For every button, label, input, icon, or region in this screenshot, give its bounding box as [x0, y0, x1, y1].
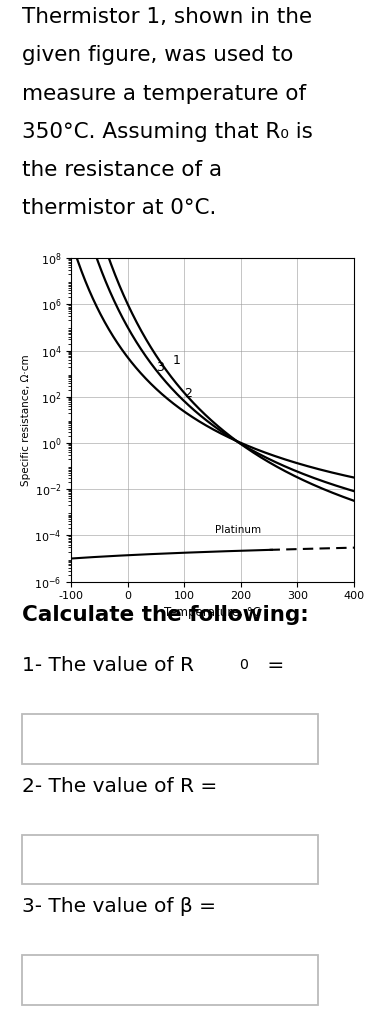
Text: 3- The value of β =: 3- The value of β =: [22, 897, 216, 916]
Text: the resistance of a: the resistance of a: [22, 160, 222, 180]
Y-axis label: Specific resistance, Ω·cm: Specific resistance, Ω·cm: [21, 354, 31, 485]
FancyBboxPatch shape: [22, 955, 318, 1005]
Text: Calculate the following:: Calculate the following:: [22, 604, 309, 625]
Text: 1- The value of R: 1- The value of R: [22, 656, 194, 675]
Text: 2: 2: [184, 387, 192, 399]
Text: thermistor at 0°C.: thermistor at 0°C.: [22, 198, 216, 218]
FancyBboxPatch shape: [22, 835, 318, 884]
Text: Thermistor 1, shown in the: Thermistor 1, shown in the: [22, 7, 312, 28]
Text: 0: 0: [239, 658, 248, 673]
X-axis label: Temperature, °C: Temperature, °C: [164, 605, 261, 618]
Text: given figure, was used to: given figure, was used to: [22, 45, 293, 66]
Text: 350°C. Assuming that R₀ is: 350°C. Assuming that R₀ is: [22, 122, 313, 141]
Text: measure a temperature of: measure a temperature of: [22, 84, 306, 103]
FancyBboxPatch shape: [22, 715, 318, 764]
Text: =: =: [261, 656, 284, 675]
Text: Platinum: Platinum: [215, 525, 262, 536]
Text: 1: 1: [173, 354, 181, 368]
Text: 2- The value of R =: 2- The value of R =: [22, 777, 217, 796]
Text: 3: 3: [156, 361, 164, 375]
